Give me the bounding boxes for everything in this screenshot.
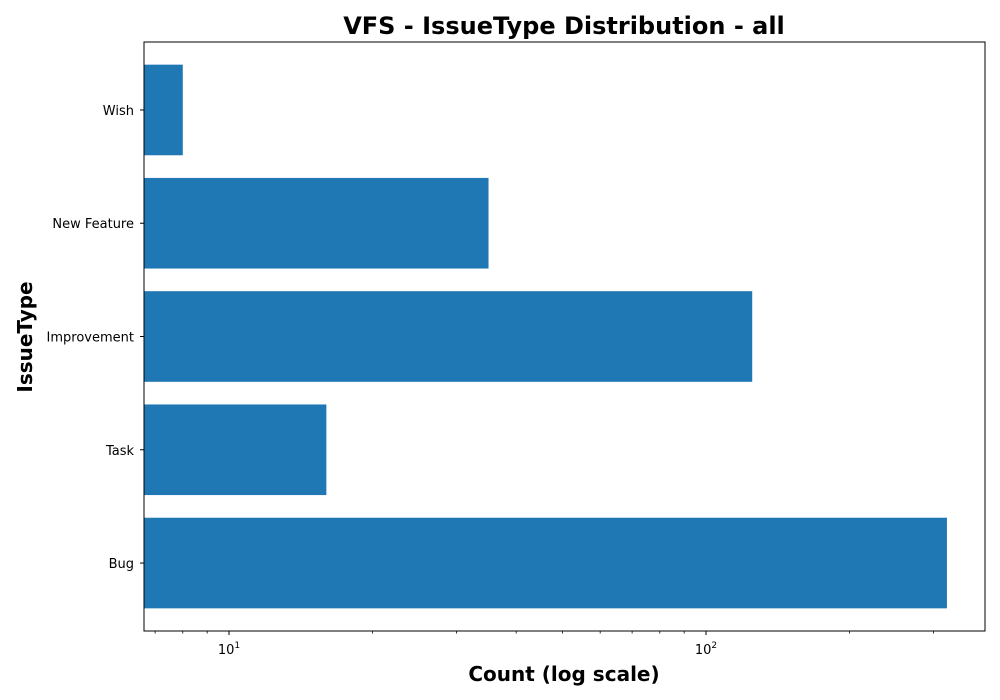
bars: [144, 64, 947, 609]
bar-improvement: [144, 291, 753, 382]
x-axis-ticks: 101 102: [154, 631, 934, 658]
bar-bug: [144, 517, 947, 609]
x-tick-label: 101: [218, 641, 240, 658]
chart-title: VFS - IssueType Distribution - all: [343, 12, 785, 40]
x-tick-label: 102: [695, 641, 717, 658]
y-tick-label: Bug: [109, 557, 134, 572]
y-tick-label: Improvement: [47, 331, 134, 346]
y-axis-label: IssueType: [13, 281, 37, 392]
y-tick-label: Task: [105, 444, 135, 459]
x-axis-label: Count (log scale): [468, 662, 659, 686]
y-axis-ticks: Bug Task Improvement New Feature Wish: [47, 104, 144, 572]
bar-new-feature: [144, 177, 489, 269]
bar-task: [144, 404, 327, 496]
y-tick-label: Wish: [103, 104, 134, 119]
bar-wish: [144, 64, 183, 156]
y-tick-label: New Feature: [52, 217, 134, 232]
plot-frame: [143, 41, 986, 632]
